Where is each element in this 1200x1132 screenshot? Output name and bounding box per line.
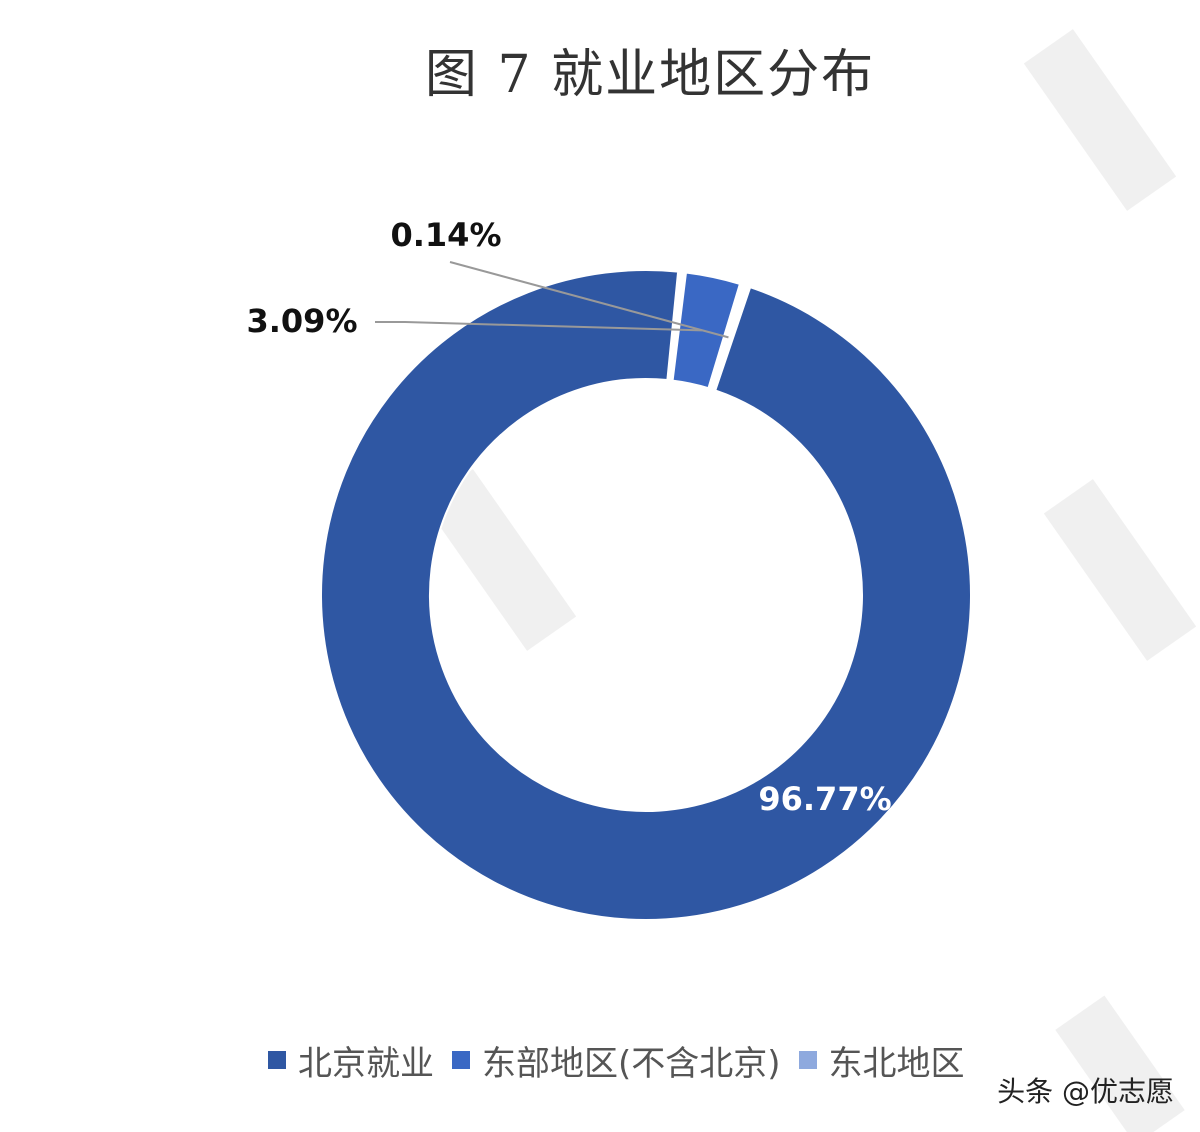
leader-line-2 bbox=[449, 261, 729, 339]
legend-swatch-1 bbox=[452, 1051, 470, 1069]
legend-label-2: 东北地区 bbox=[828, 1043, 965, 1084]
credit-text: 头条 @优志愿 bbox=[997, 1075, 1174, 1108]
data-label-2: 0.14% bbox=[390, 216, 501, 254]
leader-line-1 bbox=[375, 321, 702, 332]
legend-item-1: 东部地区(不含北京) bbox=[452, 1036, 781, 1085]
data-label-1: 3.09% bbox=[246, 302, 357, 340]
watermark bbox=[423, 29, 1197, 1132]
slice-0 bbox=[320, 269, 972, 921]
legend-item-0: 北京就业 bbox=[268, 1036, 434, 1085]
chart-title: 图 7 就业地区分布 bbox=[424, 45, 876, 105]
legend-swatch-2 bbox=[798, 1051, 817, 1069]
slice-2 bbox=[712, 284, 751, 392]
legend: 北京就业 东部地区(不含北京) 东北地区 bbox=[268, 1036, 965, 1084]
legend-item-2: 东北地区 bbox=[798, 1036, 965, 1085]
data-label-0: 96.77% bbox=[758, 780, 891, 818]
legend-label-1: 东部地区(不含北京) bbox=[482, 1043, 781, 1084]
legend-swatch-0 bbox=[268, 1051, 286, 1069]
legend-label-0: 北京就业 bbox=[298, 1043, 434, 1084]
